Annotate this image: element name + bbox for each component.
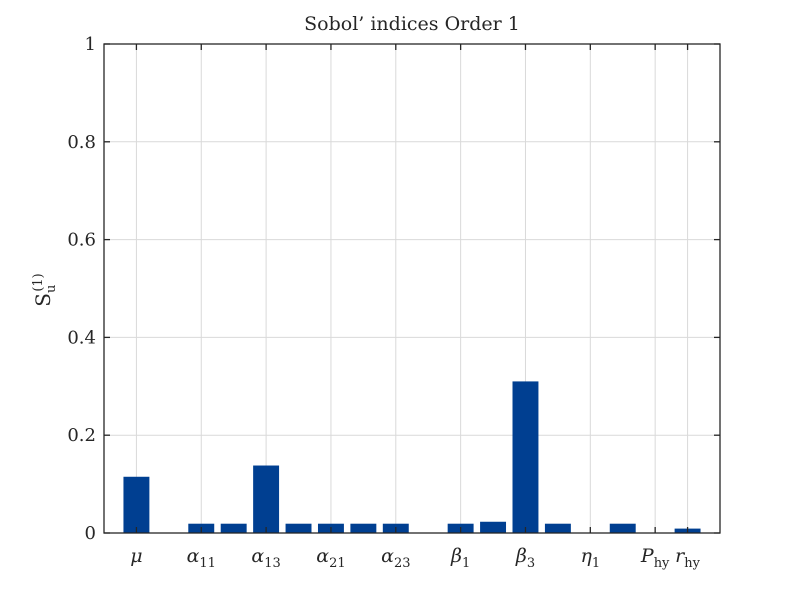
bar (123, 476, 150, 533)
y-tick-label: 1 (85, 34, 96, 55)
x-tick-label: η1 (580, 545, 600, 571)
plot-frame (103, 43, 721, 534)
bar (609, 523, 636, 533)
bar (512, 381, 539, 533)
y-tick-label: 0.2 (67, 425, 96, 446)
plot-area: 0 0.2 0.4 0.6 0.8 1 μ α11 α13 α21 α23 β1 β3 η1 Phy rhy (67, 34, 721, 571)
bar (544, 523, 571, 533)
x-tick-label: μ (130, 545, 142, 567)
bar (285, 523, 312, 533)
y-tick-label: 0.6 (67, 230, 96, 251)
chart-title: Sobol’ indices Order 1 (304, 13, 520, 35)
x-tick-label: α11 (187, 545, 216, 571)
x-tick-label: Phy (640, 545, 670, 571)
y-tick-label: 0.4 (67, 327, 96, 348)
y-tick-label: 0.8 (67, 132, 96, 153)
y-tick-label: 0 (85, 523, 96, 544)
bar (220, 523, 247, 533)
x-tick-label: α21 (316, 545, 345, 571)
x-tick-label: β1 (450, 545, 470, 571)
x-tick-label: α13 (251, 545, 280, 571)
y-axis-label-text: Su(1) (31, 273, 59, 307)
bar (350, 523, 377, 533)
x-tick-label: α23 (381, 545, 410, 571)
x-tick-label: rhy (675, 545, 700, 571)
y-axis-label: Su(1) (31, 273, 59, 307)
bar (253, 465, 280, 533)
x-tick-label: β3 (515, 545, 535, 571)
bar (480, 521, 507, 533)
